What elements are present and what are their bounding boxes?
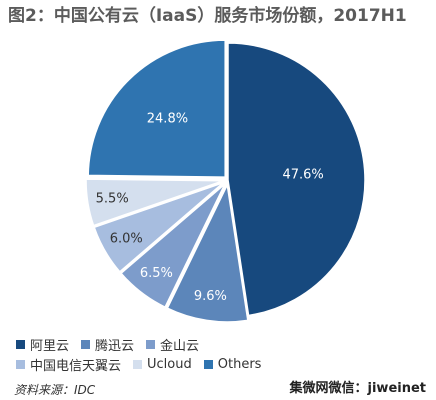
pie-slice-label-0: 47.6% bbox=[282, 167, 323, 182]
pie-slice-4 bbox=[85, 178, 224, 227]
legend-swatch bbox=[203, 359, 213, 369]
legend-label: 中国电信天翼云 bbox=[30, 358, 122, 374]
legend-swatch bbox=[81, 339, 91, 349]
source-note: 资料来源：IDC bbox=[14, 383, 96, 397]
legend-item-others: Others bbox=[203, 356, 262, 372]
legend-label: Ucloud bbox=[147, 356, 192, 372]
pie-slice-1 bbox=[166, 182, 249, 323]
pie-slice-label-3: 6.0% bbox=[110, 231, 143, 246]
legend-item-china-telecom: 中国电信天翼云 bbox=[16, 355, 121, 374]
legend-row: 阿里云 腾迅云 金山云 bbox=[16, 334, 426, 354]
legend-item-tencent: 腾迅云 bbox=[81, 335, 134, 354]
pie-slice-label-1: 9.6% bbox=[194, 289, 227, 304]
pie-slice-5 bbox=[87, 39, 226, 178]
chart-legend: 阿里云 腾迅云 金山云 中国电信天翼云 Ucloud Others bbox=[16, 334, 426, 374]
legend-label: 金山云 bbox=[160, 338, 200, 354]
legend-swatch bbox=[16, 359, 25, 369]
pie-slice-label-4: 5.5% bbox=[96, 192, 129, 207]
legend-item-ucloud: Ucloud bbox=[133, 357, 192, 372]
pie-slice-label-2: 6.5% bbox=[140, 266, 173, 281]
pie-slice-label-5: 24.8% bbox=[147, 112, 188, 127]
legend-swatch bbox=[16, 339, 25, 349]
pie-slice-2 bbox=[119, 183, 226, 309]
legend-item-kingsoft: 金山云 bbox=[146, 335, 199, 354]
legend-swatch bbox=[133, 359, 143, 369]
chart-title: 图2：中国公有云（IaaS）服务市场份额，2017H1 bbox=[8, 6, 407, 26]
legend-item-aliyun: 阿里云 bbox=[16, 335, 69, 354]
pie-slice-0 bbox=[227, 42, 366, 317]
legend-label: 腾迅云 bbox=[95, 338, 135, 354]
legend-label: 阿里云 bbox=[30, 338, 70, 354]
legend-label: Others bbox=[217, 356, 262, 372]
legend-swatch bbox=[146, 339, 156, 349]
pie-slice-3 bbox=[93, 181, 225, 273]
legend-row: 中国电信天翼云 Ucloud Others bbox=[16, 354, 426, 374]
watermark: 集微网微信：jiweinet bbox=[289, 381, 426, 396]
